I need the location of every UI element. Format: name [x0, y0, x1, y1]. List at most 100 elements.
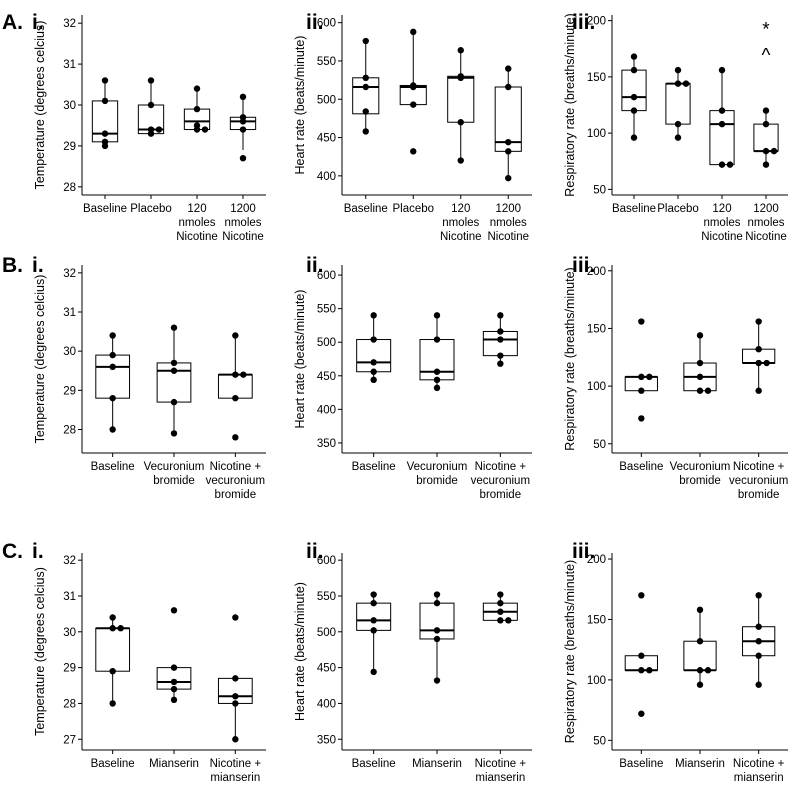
data-point	[410, 82, 417, 89]
x-tick-label: Nicotine	[701, 231, 743, 243]
data-point	[638, 592, 645, 599]
row-letter: A.	[2, 11, 23, 34]
y-tick-label: 32	[63, 18, 76, 30]
x-tick-label: nmoles	[747, 217, 784, 229]
chart-panel: iii. 50 100 150 200 Respiratory rate (breaths…	[563, 11, 788, 243]
box-iqr	[419, 602, 455, 640]
data-point	[674, 120, 682, 128]
data-point	[433, 677, 441, 684]
x-tick-label: nmoles	[703, 217, 740, 229]
x-tick-label: Baseline	[91, 461, 135, 473]
data-point	[232, 371, 239, 378]
data-point	[433, 312, 441, 319]
y-tick-label: 31	[63, 307, 76, 319]
x-tick-label: Vecuronium	[144, 461, 205, 473]
box-iqr	[217, 374, 253, 399]
data-point	[433, 627, 441, 634]
y-tick-label: 32	[63, 268, 76, 280]
x-tick-label: mianserin	[475, 772, 525, 784]
x-tick-label: bromide	[153, 475, 195, 487]
box-iqr	[95, 354, 131, 399]
row-letter: C.	[2, 540, 23, 563]
chart-panel: iii. 50 100 150 200 Respiratory rate (breaths…	[563, 254, 788, 501]
data-point	[638, 667, 645, 674]
box-iqr	[95, 627, 131, 672]
x-tick-label: vecuronium	[729, 475, 788, 487]
data-point	[109, 426, 116, 433]
data-point	[630, 66, 638, 74]
x-tick-label: Baseline	[91, 758, 135, 770]
data-point	[770, 147, 778, 155]
data-point	[497, 608, 504, 615]
data-point	[755, 681, 762, 688]
data-point	[101, 77, 109, 84]
x-tick-label: Placebo	[657, 203, 699, 215]
y-tick-label: 500	[317, 94, 336, 106]
data-point	[726, 161, 734, 168]
panel-label: i.	[32, 11, 44, 34]
data-point	[755, 592, 762, 599]
data-point	[109, 614, 116, 621]
x-tick-label: Vecuronium	[407, 461, 468, 473]
data-point	[170, 324, 178, 331]
data-point	[362, 37, 369, 45]
data-point	[362, 83, 369, 91]
data-point	[410, 28, 417, 36]
data-point	[109, 363, 116, 371]
x-tick-label: nmoles	[224, 217, 261, 229]
chart-panel: i. 28 29 30 31 32 Temperature (degrees celcius…	[32, 11, 266, 243]
data-point	[674, 66, 682, 74]
data-point	[410, 148, 417, 155]
y-axis-title: Temperature (degrees celcius)	[33, 567, 47, 736]
data-point	[410, 101, 417, 108]
data-point	[193, 105, 201, 113]
y-tick-label: 30	[63, 100, 76, 112]
y-tick-label: 600	[317, 555, 336, 567]
data-point	[457, 157, 464, 164]
data-point	[674, 80, 682, 87]
data-point	[232, 675, 239, 682]
chart-panel: i. 27 28 29 30 31 32 Temperature (degrees celci…	[32, 540, 266, 784]
data-point	[170, 685, 178, 693]
x-tick-label: nmoles	[442, 217, 479, 229]
y-tick-label: 100	[587, 381, 606, 393]
data-point	[457, 119, 464, 126]
data-point	[696, 606, 704, 614]
data-point	[117, 625, 124, 632]
y-tick-label: 600	[317, 18, 336, 30]
data-point	[240, 371, 247, 378]
x-tick-label: Baseline	[352, 758, 396, 770]
x-tick-label: Nicotine +	[733, 461, 785, 473]
box-iqr	[709, 110, 735, 166]
y-tick-label: 400	[317, 171, 336, 183]
data-point	[696, 332, 704, 339]
panel-label: i.	[32, 540, 44, 563]
data-point	[101, 97, 109, 105]
x-tick-label: Baseline	[83, 203, 127, 215]
x-tick-label: Nicotine +	[210, 461, 262, 473]
box-iqr	[665, 83, 691, 125]
box-iqr	[683, 640, 717, 671]
data-point	[497, 312, 504, 319]
x-tick-label: Mianserin	[412, 758, 462, 770]
data-point	[170, 367, 178, 374]
data-point	[696, 681, 704, 688]
x-tick-label: Baseline	[619, 758, 663, 770]
data-point	[433, 599, 441, 607]
data-point	[193, 122, 201, 129]
chart-panel: ii. 350 400 450 500 550 600 Heart rate (beats/m…	[293, 540, 532, 784]
data-point	[696, 638, 704, 645]
panel-label: ii.	[306, 540, 324, 563]
y-tick-label: 600	[317, 270, 336, 282]
y-axis-title: Heart rate (beats/minute)	[293, 290, 307, 429]
data-point	[239, 114, 247, 121]
data-point	[718, 161, 726, 168]
chart-panel: i. 28 29 30 31 32 Temperature (degrees celcius…	[32, 254, 266, 501]
y-axis-title: Respiratory rate (breaths/minute)	[563, 560, 577, 743]
row-letter: B.	[2, 254, 23, 277]
y-axis-title: Heart rate (beats/minute)	[293, 36, 307, 175]
x-tick-label: Nicotine	[222, 231, 264, 243]
chart-panel: ii. 400 450 500 550 600 Heart rate (beats/minu…	[293, 11, 532, 243]
x-tick-label: Placebo	[130, 203, 172, 215]
y-axis-title: Temperature (degrees celcius)	[33, 275, 47, 444]
